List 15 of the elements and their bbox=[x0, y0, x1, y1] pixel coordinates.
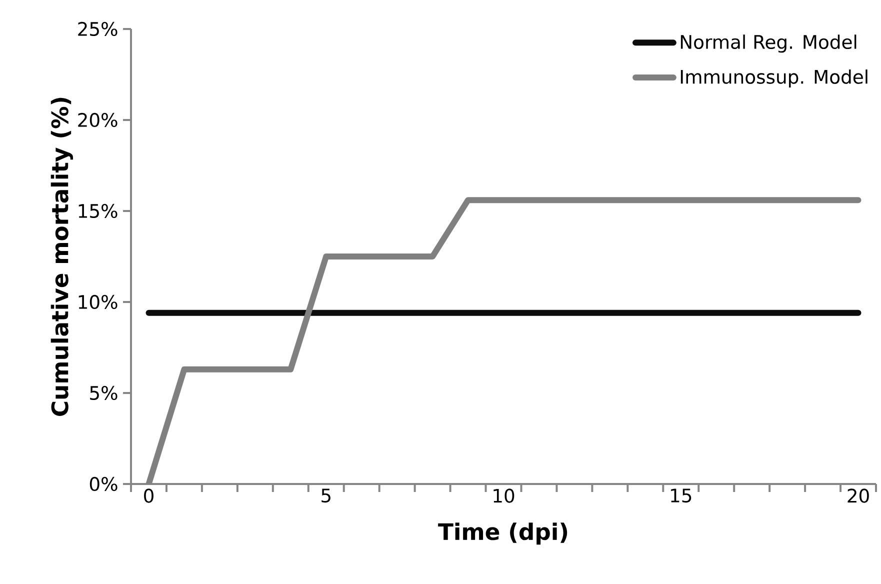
y-tick-label: 0% bbox=[90, 476, 118, 492]
y-tick-label: 10% bbox=[78, 294, 118, 310]
y-axis-title: Cumulative mortality (%) bbox=[50, 98, 73, 416]
y-tick-label: 25% bbox=[78, 22, 118, 36]
x-tick-label: 15 bbox=[671, 488, 692, 503]
x-tick-label: 20 bbox=[848, 488, 869, 503]
legend-label: Normal Reg. Model bbox=[680, 34, 856, 53]
x-tick-label: 5 bbox=[322, 488, 330, 503]
legend-label: Immunossup. Model bbox=[680, 69, 868, 88]
x-tick-label: 0 bbox=[144, 488, 154, 503]
x-tick-label: 10 bbox=[494, 488, 514, 503]
y-tick-label: 20% bbox=[78, 112, 118, 128]
y-tick-label: 5% bbox=[90, 386, 118, 400]
x-axis-title: Time (dpi) bbox=[438, 522, 568, 545]
y-tick-label: 15% bbox=[78, 204, 118, 218]
